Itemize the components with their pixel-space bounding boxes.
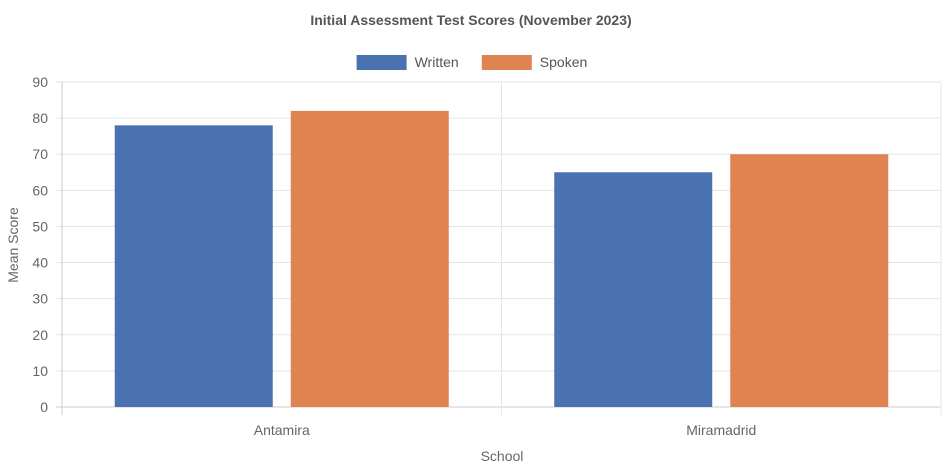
legend-label-written: Written <box>415 54 459 70</box>
bar-spoken-antamira <box>290 110 449 407</box>
y-tick-label: 10 <box>32 363 48 379</box>
legend-label-spoken: Spoken <box>540 54 587 70</box>
x-tick-label: Antamira <box>254 422 310 438</box>
bar-written-miramadrid <box>554 172 713 407</box>
y-tick-label: 90 <box>32 74 48 90</box>
legend-swatch-written <box>356 55 407 70</box>
y-tick-label: 50 <box>32 218 48 234</box>
y-tick-label: 30 <box>32 291 48 307</box>
bar-written-antamira <box>114 125 273 407</box>
x-tick-label: Miramadrid <box>686 422 756 438</box>
y-tick-label: 70 <box>32 146 48 162</box>
y-axis-title: Mean Score <box>5 207 21 283</box>
x-axis-title: School <box>481 448 524 464</box>
bars <box>114 110 889 407</box>
y-axis-ticks: 0 10 20 30 40 50 60 70 80 90 <box>32 74 48 415</box>
chart-title: Initial Assessment Test Scores (November… <box>310 12 631 28</box>
legend-swatch-spoken <box>481 55 532 70</box>
x-axis-ticks: Antamira Miramadrid <box>254 422 757 438</box>
legend: Written Spoken <box>356 54 587 70</box>
y-tick-label: 0 <box>40 399 48 415</box>
y-tick-label: 80 <box>32 110 48 126</box>
bar-spoken-miramadrid <box>730 154 889 407</box>
y-tick-label: 40 <box>32 255 48 271</box>
y-tick-label: 60 <box>32 182 48 198</box>
y-tick-label: 20 <box>32 327 48 343</box>
